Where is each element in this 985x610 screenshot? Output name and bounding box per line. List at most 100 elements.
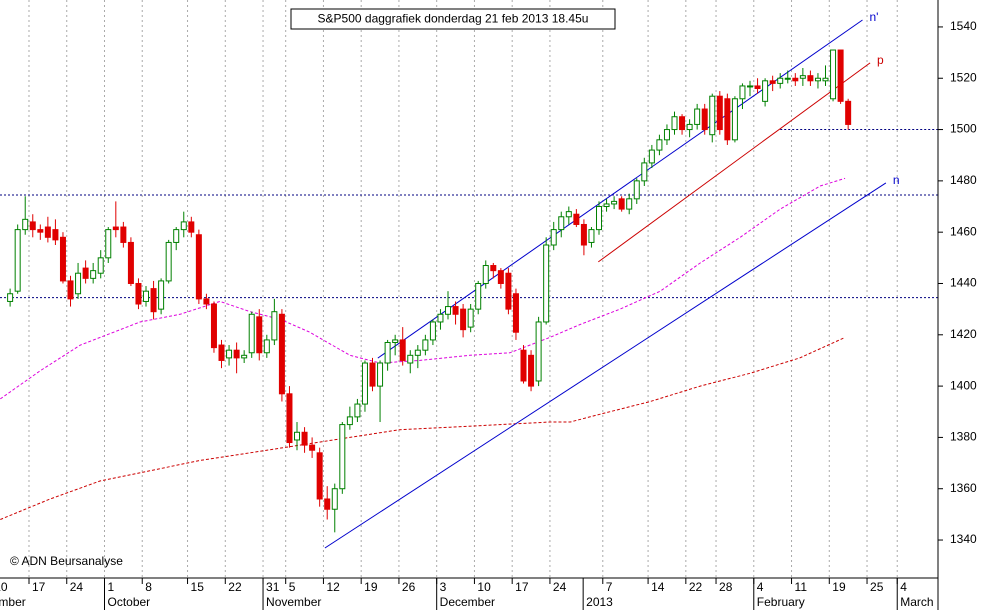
trend-label: p xyxy=(877,53,884,67)
x-tick-label: 17 xyxy=(32,580,46,594)
x-tick-label: 4 xyxy=(757,580,764,594)
candle-body xyxy=(792,77,799,82)
candle-body xyxy=(656,139,663,151)
copyright: © ADN Beursanalyse xyxy=(10,554,123,568)
candle-body xyxy=(407,354,414,364)
candle-body xyxy=(807,75,814,82)
candle-body xyxy=(429,321,436,341)
candle-body xyxy=(354,403,361,418)
candle-body xyxy=(814,77,821,82)
candle-body xyxy=(59,236,66,282)
candle-body xyxy=(611,200,618,205)
x-tick-label: 7 xyxy=(606,580,613,594)
candle-body xyxy=(596,206,603,231)
candle-body xyxy=(210,303,217,349)
moving-average xyxy=(0,177,846,400)
candle-body xyxy=(799,75,806,79)
candle-body xyxy=(437,313,444,323)
candle-body xyxy=(241,354,248,359)
candle-body xyxy=(324,498,331,510)
candle-body xyxy=(203,298,210,305)
candle-body xyxy=(105,229,112,259)
candle-body xyxy=(301,431,308,446)
candle-body xyxy=(754,85,761,90)
candle-body xyxy=(747,85,754,88)
candle-body xyxy=(361,362,368,405)
candle-body xyxy=(263,339,270,354)
candle-body xyxy=(316,452,323,500)
candle-body xyxy=(550,229,557,246)
candle-body xyxy=(248,313,255,354)
candle-body xyxy=(505,272,512,310)
x-tick-label: 24 xyxy=(553,580,567,594)
candle-body xyxy=(384,341,391,364)
candle-body xyxy=(490,265,497,272)
moving-average xyxy=(0,336,846,520)
x-tick-label: 17 xyxy=(515,580,529,594)
candle-body xyxy=(346,416,353,426)
trend-line xyxy=(324,182,887,549)
candle-body xyxy=(377,362,384,387)
candle-body xyxy=(120,226,127,243)
month-label: March xyxy=(900,595,933,609)
candle-body xyxy=(724,98,731,141)
candle-body xyxy=(497,270,504,284)
candle-body xyxy=(7,293,14,302)
x-tick-label: 10 xyxy=(477,580,491,594)
candle-body xyxy=(822,77,829,82)
candle-body xyxy=(573,213,580,225)
x-tick-label: 1 xyxy=(107,580,114,594)
trend-line xyxy=(377,19,863,359)
month-label: September xyxy=(0,595,26,609)
candle-body xyxy=(528,354,535,387)
candle-body xyxy=(82,267,89,279)
x-tick-label: 10 xyxy=(0,580,8,594)
candle-body xyxy=(467,308,474,328)
x-tick-label: 11 xyxy=(795,580,808,594)
candle-body xyxy=(22,218,29,231)
candle-body xyxy=(603,203,610,208)
candle-body xyxy=(460,308,467,331)
candle-body xyxy=(580,223,587,246)
candle-body xyxy=(543,244,550,323)
y-tick-label: 1340 xyxy=(950,532,977,546)
candle-body xyxy=(399,339,406,361)
x-tick-label: 25 xyxy=(870,580,884,594)
month-label: November xyxy=(266,595,321,609)
y-tick-label: 1360 xyxy=(950,481,977,495)
candle-body xyxy=(482,265,489,284)
trend-label: n xyxy=(893,173,900,187)
candle-body xyxy=(641,162,648,182)
candle-body xyxy=(739,85,746,100)
trend-label: n' xyxy=(870,10,879,24)
x-tick-label: 24 xyxy=(70,580,84,594)
candle-body xyxy=(837,49,844,102)
x-tick-label: 19 xyxy=(364,580,378,594)
x-tick-label: 5 xyxy=(289,580,296,594)
candle-body xyxy=(294,431,301,441)
y-tick-label: 1520 xyxy=(950,70,977,84)
x-tick-label: 4 xyxy=(900,580,907,594)
x-tick-label: 22 xyxy=(689,580,703,594)
candle-body xyxy=(286,393,293,444)
candle-body xyxy=(188,221,195,233)
candle-body xyxy=(618,198,625,210)
candle-body xyxy=(37,229,44,233)
month-label: 2013 xyxy=(586,595,613,609)
candle-body xyxy=(709,95,716,136)
trend-line xyxy=(598,62,871,263)
candle-body xyxy=(671,116,678,131)
x-tick-label: 12 xyxy=(326,580,340,594)
candle-body xyxy=(762,80,769,102)
y-tick-label: 1500 xyxy=(950,122,977,136)
candle-body xyxy=(701,108,708,131)
candle-body xyxy=(158,280,165,310)
candle-body xyxy=(520,349,527,382)
x-tick-label: 3 xyxy=(440,580,447,594)
candle-body xyxy=(218,344,225,361)
candle-body xyxy=(165,241,172,282)
candle-body xyxy=(67,280,74,300)
x-tick-label: 19 xyxy=(832,580,846,594)
candle-body xyxy=(143,290,150,302)
